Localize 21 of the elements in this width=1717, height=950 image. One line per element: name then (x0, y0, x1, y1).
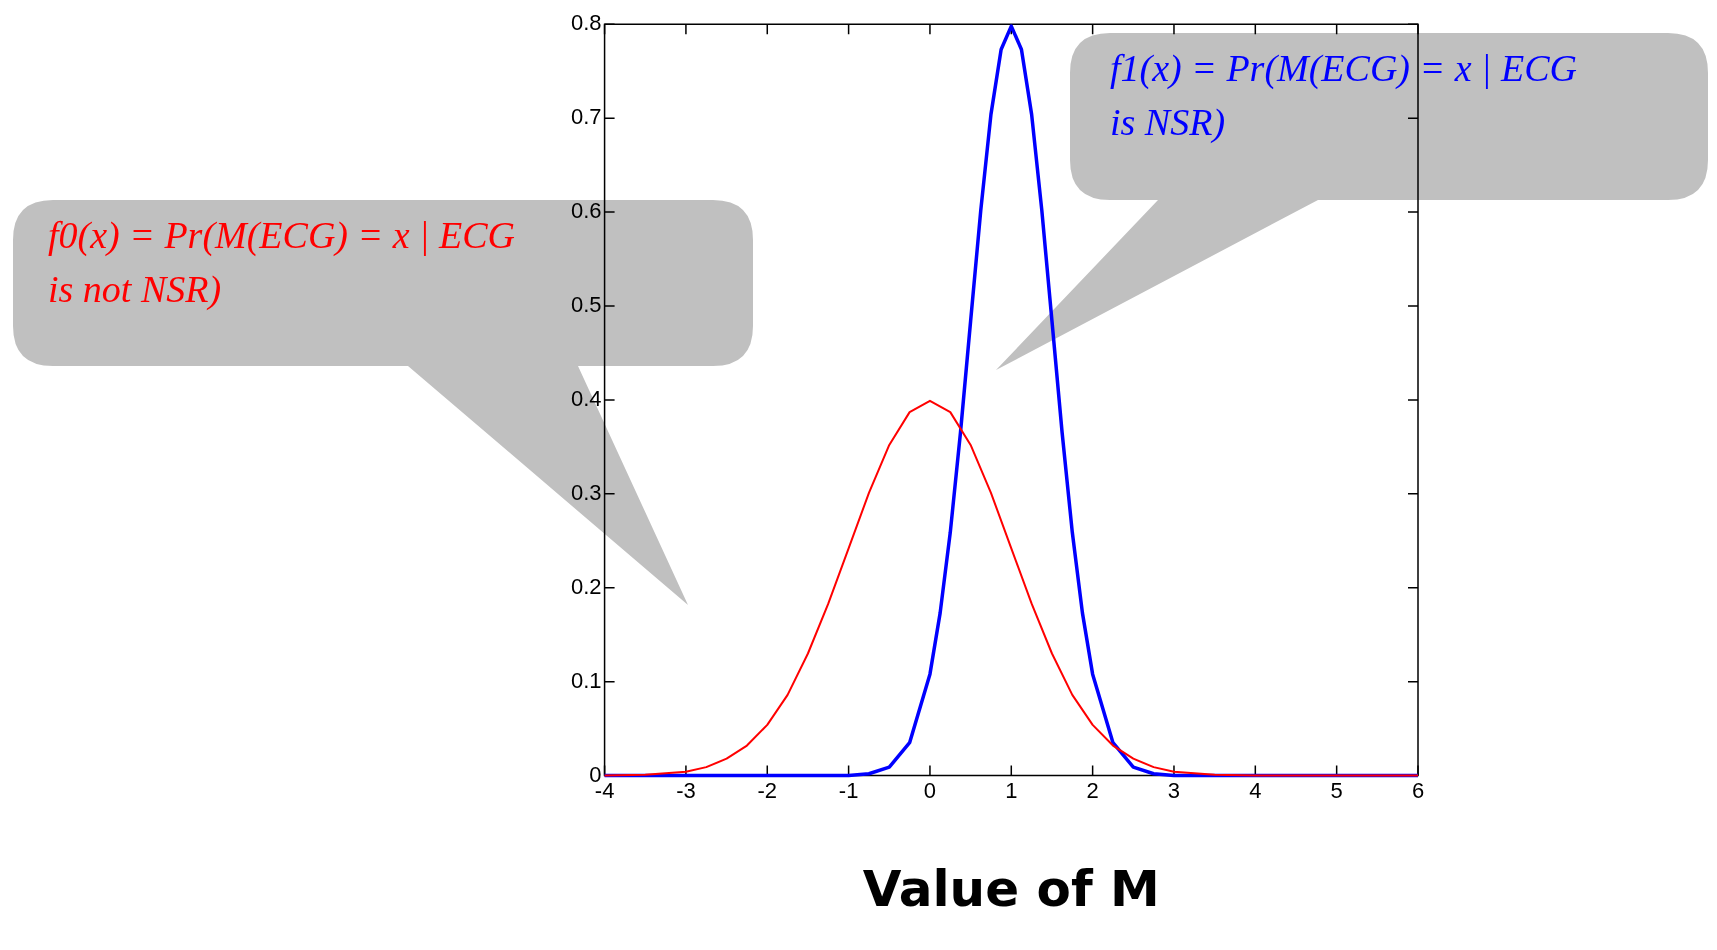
series-label: f1(x) = Pr(M(ECG) = x | ECG is NSR) (1110, 46, 1578, 145)
y-tick-label: 0.8 (570, 10, 602, 36)
x-tick-label: 3 (1167, 777, 1181, 803)
x-axis-title: Value of M (862, 859, 1160, 918)
x-tick-label: 0 (923, 777, 937, 803)
x-tick-label: 4 (1249, 777, 1262, 803)
y-tick-label: 0.5 (570, 292, 602, 318)
x-tick-label: 6 (1411, 777, 1425, 803)
y-tick-label: 0.1 (570, 667, 602, 693)
x-tick-label: 5 (1330, 777, 1343, 803)
y-tick-label: 0.3 (570, 479, 602, 505)
y-tick-label: 0.4 (570, 385, 602, 411)
y-tick-label: 0.2 (570, 573, 602, 599)
x-tick-label: 2 (1086, 777, 1099, 803)
x-tick-label: -1 (838, 777, 859, 803)
x-tick-label: 1 (1005, 777, 1018, 803)
y-tick-label: 0.6 (570, 198, 602, 224)
y-tick-label: 0.7 (570, 104, 602, 130)
text: f0(x) = Pr(M(ECG) = x | ECG is not NSR) (48, 213, 516, 312)
x-tick-label: -2 (757, 777, 778, 803)
x-tick-label: -3 (676, 777, 696, 803)
